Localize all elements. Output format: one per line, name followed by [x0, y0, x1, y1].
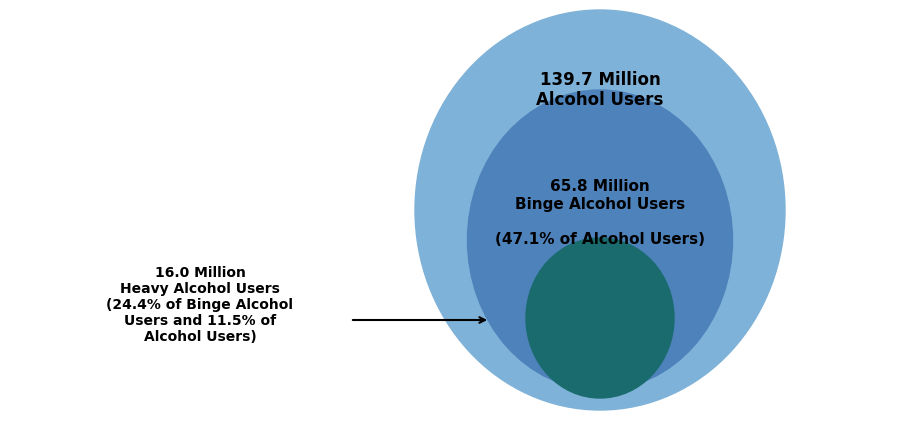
Ellipse shape: [526, 238, 674, 398]
Text: 65.8 Million
Binge Alcohol Users

(47.1% of Alcohol Users): 65.8 Million Binge Alcohol Users (47.1% …: [495, 179, 705, 247]
Ellipse shape: [415, 10, 785, 410]
Ellipse shape: [467, 90, 733, 390]
Text: 139.7 Million
Alcohol Users: 139.7 Million Alcohol Users: [536, 71, 663, 109]
Text: 16.0 Million
Heavy Alcohol Users
(24.4% of Binge Alcohol
Users and 11.5% of
Alco: 16.0 Million Heavy Alcohol Users (24.4% …: [106, 266, 293, 344]
